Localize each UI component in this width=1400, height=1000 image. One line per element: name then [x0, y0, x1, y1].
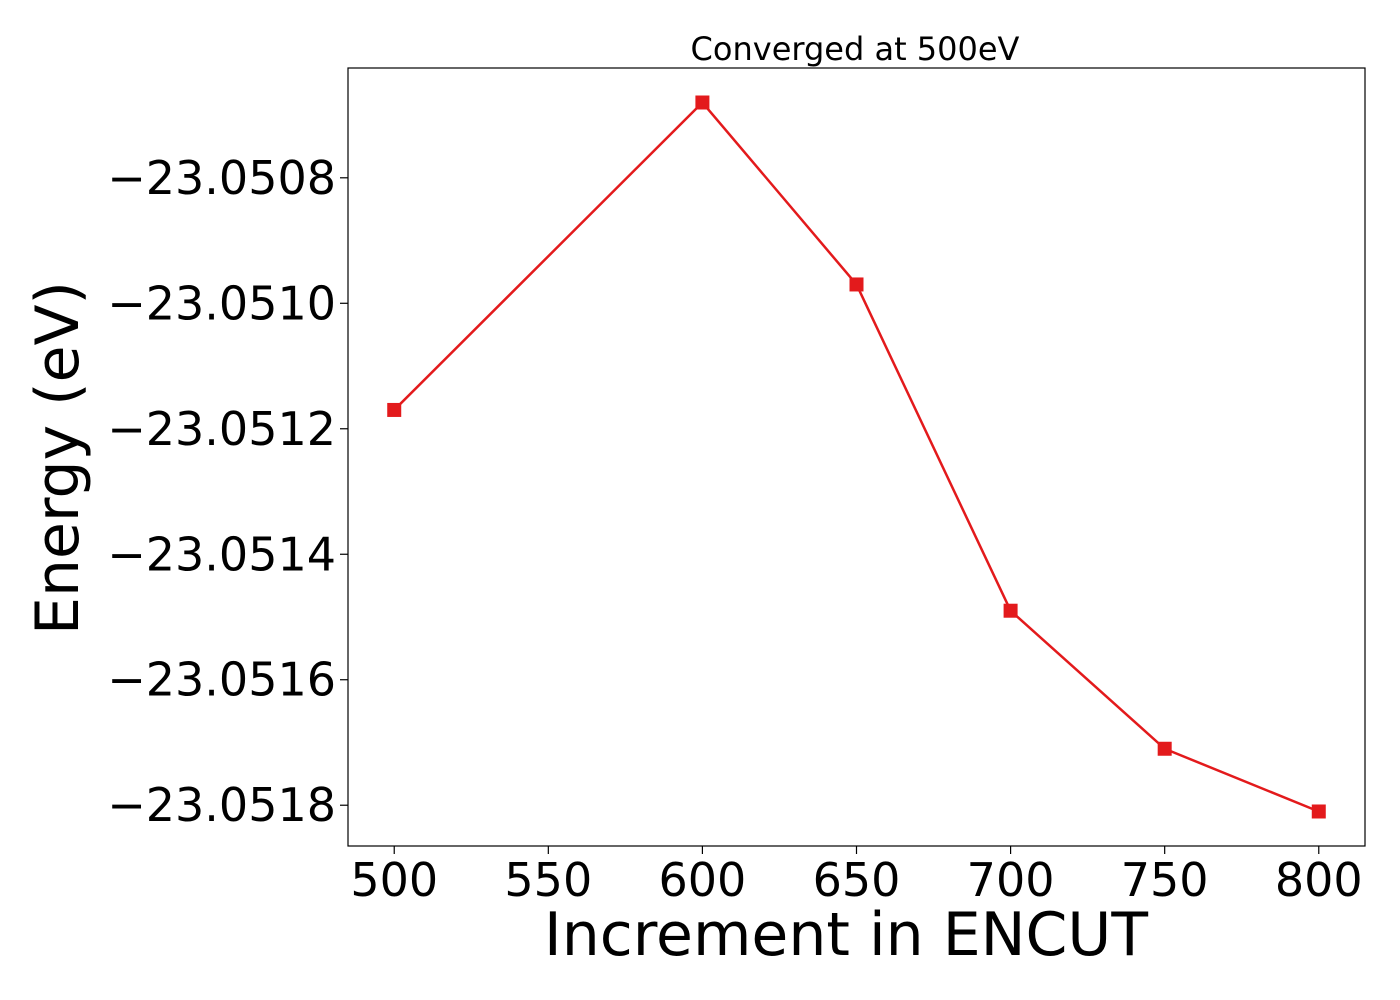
y-axis-label: Energy (eV): [23, 281, 93, 635]
y-tick-label: −23.0514: [107, 527, 336, 581]
plot-area: [387, 95, 1326, 819]
x-tick-label: 800: [1275, 853, 1363, 907]
x-tick-label: 650: [813, 853, 901, 907]
x-tick-label: 750: [1121, 853, 1209, 907]
x-tick-label: 600: [659, 853, 747, 907]
y-tick-label: −23.0510: [107, 276, 336, 330]
data-point-marker: [1157, 741, 1172, 756]
data-point-marker: [1311, 804, 1326, 819]
data-point-marker: [387, 402, 402, 417]
chart-title: Converged at 500eV: [691, 30, 1020, 68]
x-axis: 500 550 600 650 700 750 800: [350, 846, 1363, 907]
y-tick-label: −23.0516: [107, 653, 336, 707]
data-point-marker: [1003, 603, 1018, 618]
x-axis-label: Increment in ENCUT: [544, 900, 1148, 970]
y-tick-label: −23.0508: [107, 151, 336, 205]
series-line: [393, 101, 1320, 813]
data-point-marker: [695, 95, 710, 110]
x-tick-label: 550: [504, 853, 592, 907]
x-tick-label: 500: [350, 853, 438, 907]
data-point-marker: [849, 277, 864, 292]
y-tick-label: −23.0518: [107, 778, 336, 832]
y-axis: −23.0508 −23.0510 −23.0512 −23.0514 −23.0516…: [107, 151, 348, 832]
y-tick-label: −23.0512: [107, 402, 336, 456]
x-tick-label: 700: [967, 853, 1055, 907]
